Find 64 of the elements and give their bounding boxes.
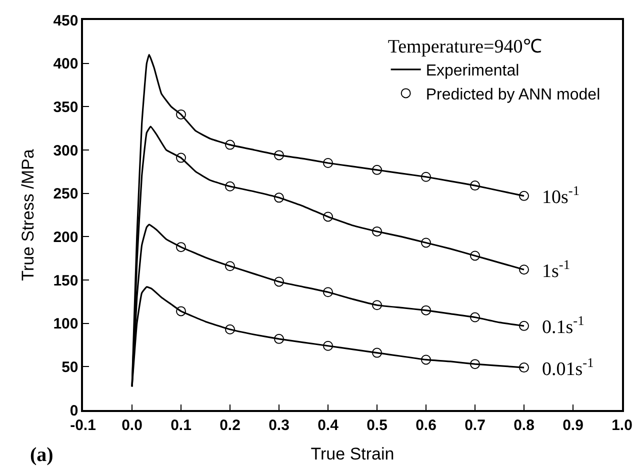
point	[421, 172, 431, 182]
annotation: 1s$^{-1}$	[542, 257, 570, 282]
x-tick-label: 0.4	[318, 416, 340, 434]
legend-label: Predicted by ANN model	[426, 86, 600, 104]
point	[519, 320, 529, 331]
point	[225, 181, 235, 192]
point	[274, 150, 284, 160]
x-tick-label: 0.6	[416, 416, 436, 434]
point	[519, 190, 529, 201]
y-tick-label: 100	[53, 316, 78, 333]
y-axis-title: True Stress /MPa	[18, 148, 38, 281]
point	[274, 192, 284, 203]
point	[372, 300, 382, 310]
point	[323, 158, 333, 168]
point	[323, 212, 333, 222]
point	[519, 264, 529, 275]
x-axis-title: True Strain	[310, 444, 394, 464]
y-tick-label: 50	[62, 358, 78, 376]
x-tick-label: 1.0	[612, 416, 632, 434]
annotation: 0.01s$^{-1}$	[542, 355, 594, 380]
x-tick-label: 0.9	[562, 416, 584, 434]
point	[519, 362, 529, 373]
x-tick-label: 0.2	[220, 416, 240, 434]
y-tick-label: 450	[53, 12, 78, 30]
x-tick-label: 0.8	[514, 416, 534, 434]
x-tick-label: 0.7	[464, 416, 486, 434]
point	[470, 359, 480, 370]
point	[470, 312, 480, 322]
point	[176, 306, 186, 316]
point	[176, 152, 186, 163]
point	[372, 348, 382, 358]
annotation: 10s$^{-1}$	[542, 183, 580, 208]
annotation: 0.1s$^{-1}$	[542, 313, 584, 338]
point	[225, 324, 235, 334]
point	[372, 226, 382, 236]
point	[225, 140, 235, 150]
point	[470, 180, 480, 191]
point	[274, 334, 284, 344]
y-tick-label: 250	[53, 186, 78, 203]
y-tick-label: 200	[53, 228, 78, 246]
point	[470, 250, 480, 261]
legend-title: Temperature=940℃	[388, 36, 542, 58]
point	[421, 238, 431, 248]
point	[372, 164, 382, 175]
y-tick-label: 150	[53, 272, 78, 290]
point	[176, 242, 186, 252]
point	[421, 354, 431, 365]
point	[421, 305, 431, 316]
point	[323, 340, 333, 351]
point	[225, 261, 235, 272]
point	[323, 287, 333, 298]
x-tick-label: -0.1	[70, 416, 96, 434]
point	[274, 276, 284, 287]
x-tick-label: 0.1	[170, 416, 192, 434]
x-tick-label: 0.0	[122, 416, 142, 434]
x-tick-label: 0.5	[366, 416, 388, 434]
y-tick-label: 400	[53, 56, 78, 73]
y-tick-label: 0	[70, 402, 78, 420]
legend-label: Experimental	[426, 62, 520, 80]
text: (a)	[30, 444, 54, 466]
x-tick-label: 0.3	[268, 416, 290, 434]
y-tick-label: 300	[53, 142, 78, 160]
y-tick-label: 350	[53, 98, 78, 116]
point	[176, 109, 186, 120]
